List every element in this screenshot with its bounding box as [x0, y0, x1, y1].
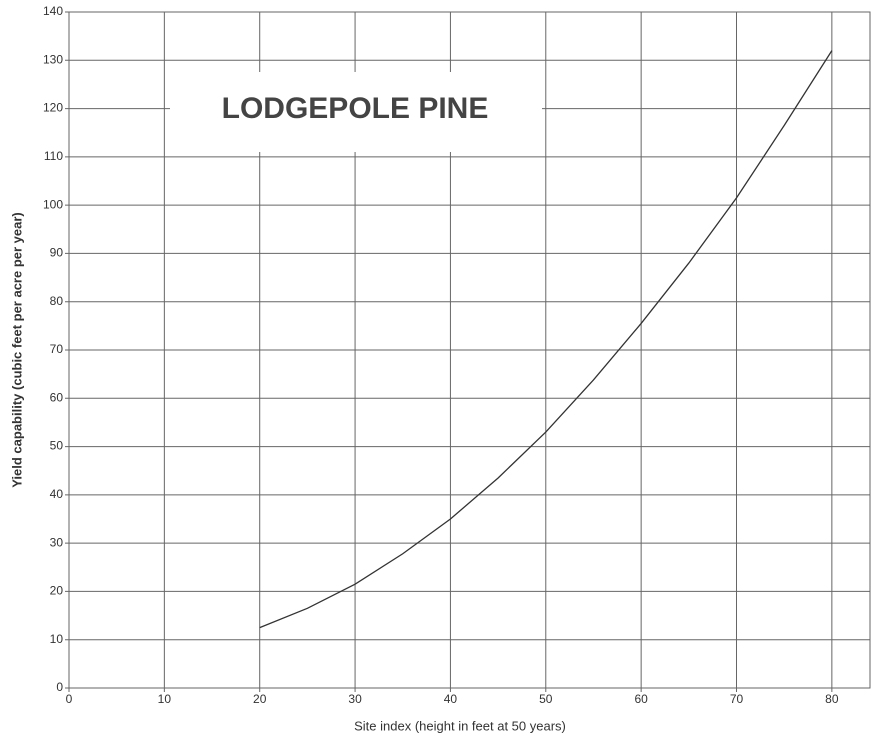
x-tick-label: 30 [348, 692, 362, 706]
x-tick-label: 40 [444, 692, 458, 706]
data-line [259, 50, 833, 629]
x-tick-label: 50 [539, 692, 553, 706]
y-tick-label: 90 [50, 246, 64, 260]
y-tick-label: 70 [50, 342, 64, 356]
y-tick-label: 100 [43, 197, 63, 211]
x-tick-label: 80 [825, 692, 839, 706]
y-tick-label: 110 [44, 149, 63, 163]
x-tick-label: 0 [66, 692, 73, 706]
y-tick-label: 120 [43, 101, 63, 115]
x-tick-label: 10 [158, 692, 172, 706]
x-tick-label: 60 [634, 692, 648, 706]
y-tick-label: 60 [50, 390, 64, 404]
y-tick-label: 140 [43, 4, 63, 18]
y-tick-label: 0 [56, 680, 63, 694]
y-tick-label: 80 [50, 294, 64, 308]
y-tick-label: 40 [50, 487, 64, 501]
y-tick-label: 130 [43, 52, 63, 66]
title-box [170, 72, 542, 152]
y-tick-label: 10 [50, 632, 64, 646]
y-axis-label: Yield capability (cubic feet per acre pe… [9, 212, 24, 488]
x-tick-label: 20 [253, 692, 267, 706]
x-axis-label: Site index (height in feet at 50 years) [354, 718, 566, 733]
x-tick-label: 70 [730, 692, 744, 706]
y-tick-label: 50 [50, 439, 64, 453]
y-tick-label: 30 [50, 535, 64, 549]
y-tick-label: 20 [50, 584, 64, 598]
chart-title: LODGEPOLE PINE [222, 92, 489, 125]
